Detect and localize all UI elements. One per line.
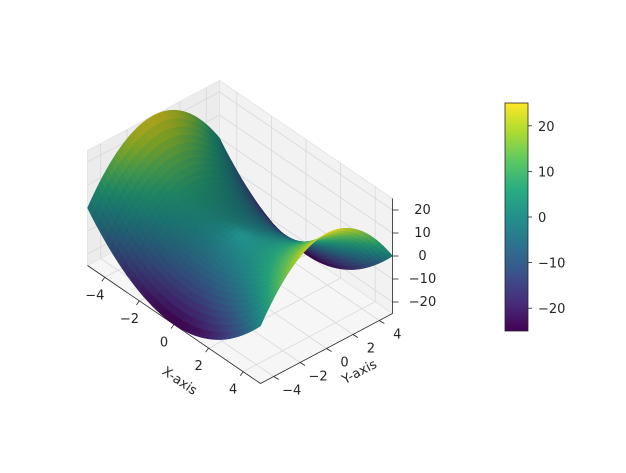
surface-mesh <box>87 109 393 340</box>
x-tick-label: 4 <box>229 383 237 398</box>
y-tick-label: 0 <box>340 356 348 371</box>
x-tick-mark <box>205 347 209 353</box>
y-tick-mark <box>299 362 306 366</box>
grid-line <box>219 114 393 234</box>
y-tick-mark <box>352 334 359 338</box>
y-tick-mark <box>273 376 279 380</box>
colorbar-tick-label: −10 <box>538 257 565 272</box>
x-tick-label: 0 <box>160 336 168 351</box>
surface-patch <box>255 317 265 330</box>
y-tick-mark <box>379 320 385 324</box>
colorbar-tick-label: 10 <box>538 165 555 180</box>
colorbar-tick-label: 20 <box>538 120 555 135</box>
x-tick-label: −4 <box>85 288 104 303</box>
colorbar-gradient <box>504 102 529 332</box>
x-tick-mark <box>239 371 244 376</box>
z-tick-label: −20 <box>409 295 436 310</box>
y-tick-mark <box>326 348 332 352</box>
y-tick-label: −2 <box>309 370 328 385</box>
y-tick-label: 4 <box>393 328 401 343</box>
z-tick-label: 10 <box>414 226 431 241</box>
grid-line <box>219 91 393 211</box>
x-tick-mark <box>170 324 175 329</box>
y-tick-label: 2 <box>367 342 375 357</box>
x-tick-mark <box>101 277 106 282</box>
colorbar: −20 −10 0 10 20 <box>504 102 565 332</box>
z-tick-label: −10 <box>409 272 436 287</box>
x-tick-label: 2 <box>194 359 202 374</box>
colorbar-ticks: −20 −10 0 10 20 <box>528 120 565 317</box>
x-tick-label: −2 <box>120 312 139 327</box>
z-tick-label: 20 <box>414 203 431 218</box>
x-tick-mark <box>136 300 140 306</box>
colorbar-tick-label: −20 <box>538 302 565 317</box>
y-tick-label: −4 <box>282 384 301 399</box>
z-tick-label: 0 <box>418 249 426 264</box>
colorbar-tick-label: 0 <box>538 211 546 226</box>
